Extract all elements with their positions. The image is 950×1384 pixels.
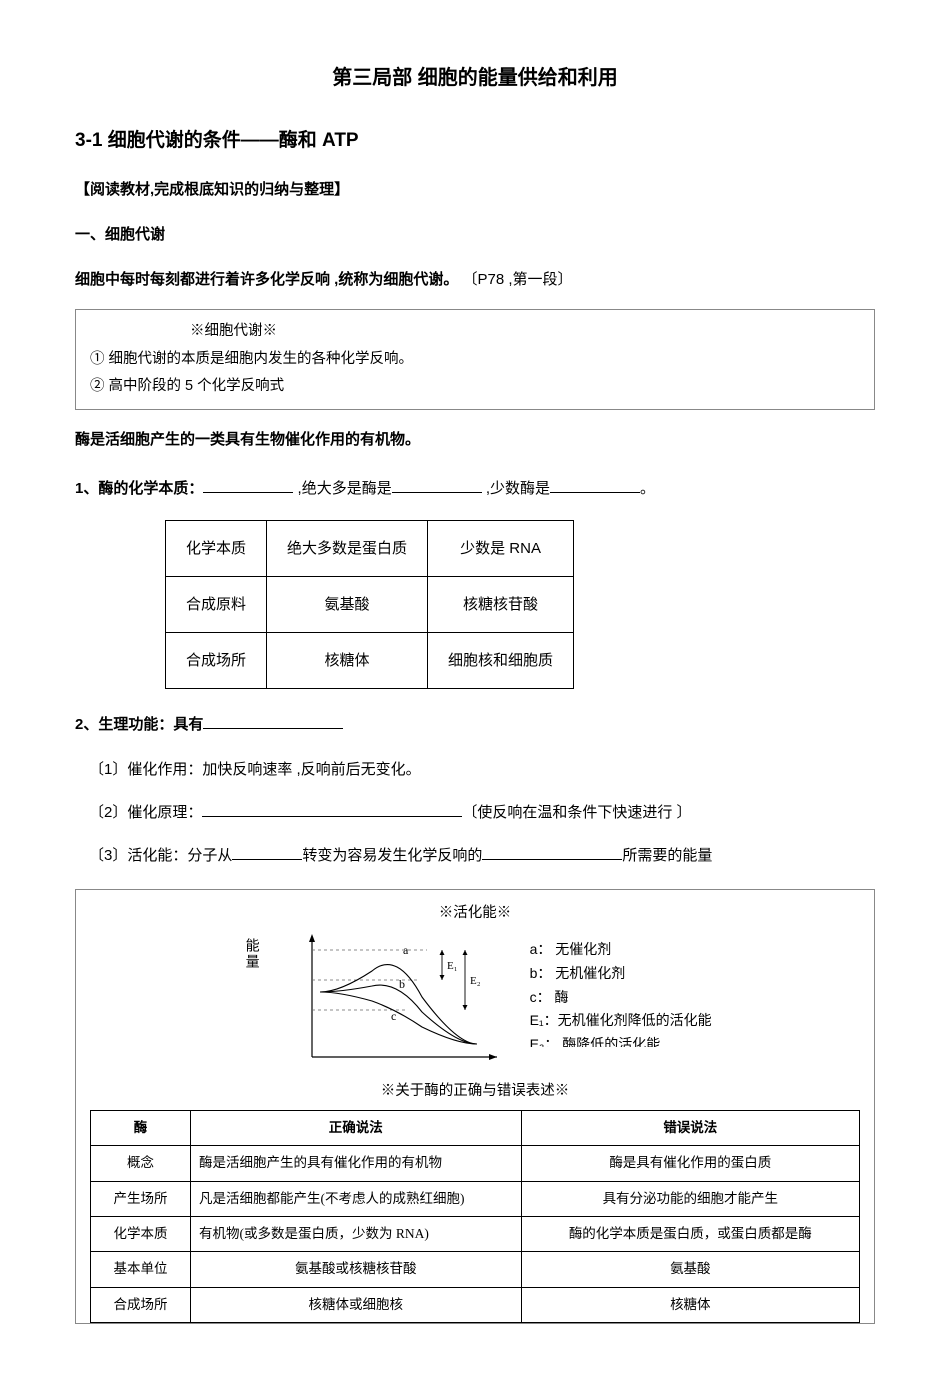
blank-field[interactable]	[202, 801, 462, 817]
legend-a: a： 无催化剂	[530, 938, 712, 962]
section-heading: 3-1 细胞代谢的条件——酶和 ATP	[75, 124, 875, 158]
table-row: 化学本质 绝大多数是蛋白质 少数是 RNA	[166, 520, 574, 576]
activation-energy-box: ※活化能※ 能量 a b c E₁ E₂ a： 无催化剂 b： 无机催化剂 c： 酶 E…	[75, 889, 875, 1324]
diagram-title: ※活化能※	[90, 900, 860, 926]
blank-field[interactable]	[550, 477, 640, 493]
cell: 基本单位	[91, 1252, 191, 1287]
cell: 具有分泌功能的细胞才能产生	[521, 1181, 859, 1216]
svg-text:E₁: E₁	[447, 960, 458, 972]
enzyme-nature-table: 化学本质 绝大多数是蛋白质 少数是 RNA 合成原料 氨基酸 核糖核苷酸 合成场…	[165, 520, 574, 689]
cell: 氨基酸	[521, 1252, 859, 1287]
table-head-row: 酶 正确说法 错误说法	[91, 1111, 860, 1146]
th: 错误说法	[521, 1111, 859, 1146]
paragraph-metabolism: 细胞中每时每刻都进行着许多化学反响 ,统称为细胞代谢。 〔P78 ,第一段〕	[75, 266, 875, 293]
box-line-1: ① 细胞代谢的本质是细胞内发生的各种化学反响。	[90, 346, 860, 374]
cell: 产生场所	[91, 1181, 191, 1216]
cell: 合成场所	[166, 632, 267, 688]
cell: 核糖体	[521, 1287, 859, 1322]
blank-field[interactable]	[203, 477, 293, 493]
cell: 酶是活细胞产生的具有催化作用的有机物	[190, 1146, 521, 1181]
svg-text:c: c	[391, 1009, 396, 1023]
question-1: 1、酶的化学本质： ,绝大多是酶是 ,少数酶是。	[75, 475, 875, 502]
cell: 核糖体或细胞核	[190, 1287, 521, 1322]
question-2: 2、生理功能：具有	[75, 711, 875, 738]
page-title: 第三局部 细胞的能量供给和利用	[75, 60, 875, 96]
cell: 凡是活细胞都能产生(不考虑人的成熟红细胞)	[190, 1181, 521, 1216]
enzyme-definition: 酶是活细胞产生的一类具有生物催化作用的有机物。	[75, 426, 875, 453]
q1-mid1: ,绝大多是酶是	[293, 480, 391, 497]
reference-text: 〔P78 ,第一段〕	[463, 271, 573, 288]
heading-cell-metabolism: 一、细胞代谢	[75, 221, 875, 248]
paragraph-text: 细胞中每时每刻都进行着许多化学反响 ,统称为细胞代谢。	[75, 271, 458, 288]
y-axis-label: 能量	[238, 932, 263, 970]
cell: 细胞核和细胞质	[428, 632, 574, 688]
cell: 合成原料	[166, 576, 267, 632]
instruction-text: 【阅读教材,完成根底知识的归纳与整理】	[75, 176, 875, 203]
sub-2: 〔2〕催化原理： 〔使反响在温和条件下快速进行 〕	[89, 799, 875, 826]
cell: 合成场所	[91, 1287, 191, 1322]
activation-energy-chart: a b c E₁ E₂	[282, 932, 512, 1072]
svg-text:E₂: E₂	[470, 975, 481, 987]
sub3-a: 〔3〕活化能：分子从	[89, 847, 232, 864]
sub2-tail: 〔使反响在温和条件下快速进行 〕	[462, 804, 691, 821]
legend-e2: E₂： 酶降低的活化能	[530, 1033, 712, 1047]
sub2-lead: 〔2〕催化原理：	[89, 804, 202, 821]
cell: 酶是具有催化作用的蛋白质	[521, 1146, 859, 1181]
svg-text:b: b	[399, 977, 405, 991]
cell: 化学本质	[166, 520, 267, 576]
cell: 氨基酸或核糖核苷酸	[190, 1252, 521, 1287]
cell: 概念	[91, 1146, 191, 1181]
cell: 酶的化学本质是蛋白质，或蛋白质都是酶	[521, 1216, 859, 1251]
q1-end: 。	[640, 480, 655, 497]
box-line-2: ② 高中阶段的 5 个化学反响式	[90, 373, 860, 401]
sub-1: 〔1〕催化作用：加快反响速率 ,反响前后无变化。	[89, 756, 875, 783]
blank-field[interactable]	[232, 844, 302, 860]
true-false-table: 酶 正确说法 错误说法 概念 酶是活细胞产生的具有催化作用的有机物 酶是具有催化…	[90, 1110, 860, 1323]
legend-e1: E₁：无机催化剂降低的活化能	[530, 1009, 712, 1033]
callout-box-metabolism: ※细胞代谢※ ① 细胞代谢的本质是细胞内发生的各种化学反响。 ② 高中阶段的 5…	[75, 309, 875, 410]
table-row: 产生场所 凡是活细胞都能产生(不考虑人的成熟红细胞) 具有分泌功能的细胞才能产生	[91, 1181, 860, 1216]
chart-legend: a： 无催化剂 b： 无机催化剂 c： 酶 E₁：无机催化剂降低的活化能 E₂：…	[530, 932, 712, 1047]
th: 正确说法	[190, 1111, 521, 1146]
cell: 氨基酸	[267, 576, 428, 632]
blank-field[interactable]	[482, 844, 622, 860]
cell: 核糖核苷酸	[428, 576, 574, 632]
sub-3: 〔3〕活化能：分子从 转变为容易发生化学反响的 所需要的能量	[89, 842, 875, 869]
cell: 化学本质	[91, 1216, 191, 1251]
q2-lead: 、生理功能：具有	[83, 716, 203, 733]
cell: 核糖体	[267, 632, 428, 688]
table-row: 概念 酶是活细胞产生的具有催化作用的有机物 酶是具有催化作用的蛋白质	[91, 1146, 860, 1181]
table-row: 基本单位 氨基酸或核糖核苷酸 氨基酸	[91, 1252, 860, 1287]
blank-field[interactable]	[203, 713, 343, 729]
legend-c: c： 酶	[530, 986, 712, 1010]
q1-lead: 、酶的化学本质：	[83, 480, 203, 497]
true-false-title: ※关于酶的正确与错误表述※	[90, 1078, 860, 1104]
th: 酶	[91, 1111, 191, 1146]
table-row: 合成场所 核糖体 细胞核和细胞质	[166, 632, 574, 688]
cell: 少数是 RNA	[428, 520, 574, 576]
chart-row: 能量 a b c E₁ E₂ a： 无催化剂 b： 无机催化剂 c： 酶 E₁：无机催化…	[90, 932, 860, 1072]
table-row: 合成原料 氨基酸 核糖核苷酸	[166, 576, 574, 632]
q1-mid2: ,少数酶是	[482, 480, 550, 497]
legend-b: b： 无机催化剂	[530, 962, 712, 986]
box-title: ※细胞代谢※	[90, 318, 860, 346]
cell: 有机物(或多数是蛋白质，少数为 RNA)	[190, 1216, 521, 1251]
cell: 绝大多数是蛋白质	[267, 520, 428, 576]
sub3-c: 所需要的能量	[622, 847, 712, 864]
table-row: 化学本质 有机物(或多数是蛋白质，少数为 RNA) 酶的化学本质是蛋白质，或蛋白…	[91, 1216, 860, 1251]
sub3-b: 转变为容易发生化学反响的	[302, 847, 482, 864]
table-row: 合成场所 核糖体或细胞核 核糖体	[91, 1287, 860, 1322]
svg-text:a: a	[403, 943, 409, 957]
blank-field[interactable]	[392, 477, 482, 493]
